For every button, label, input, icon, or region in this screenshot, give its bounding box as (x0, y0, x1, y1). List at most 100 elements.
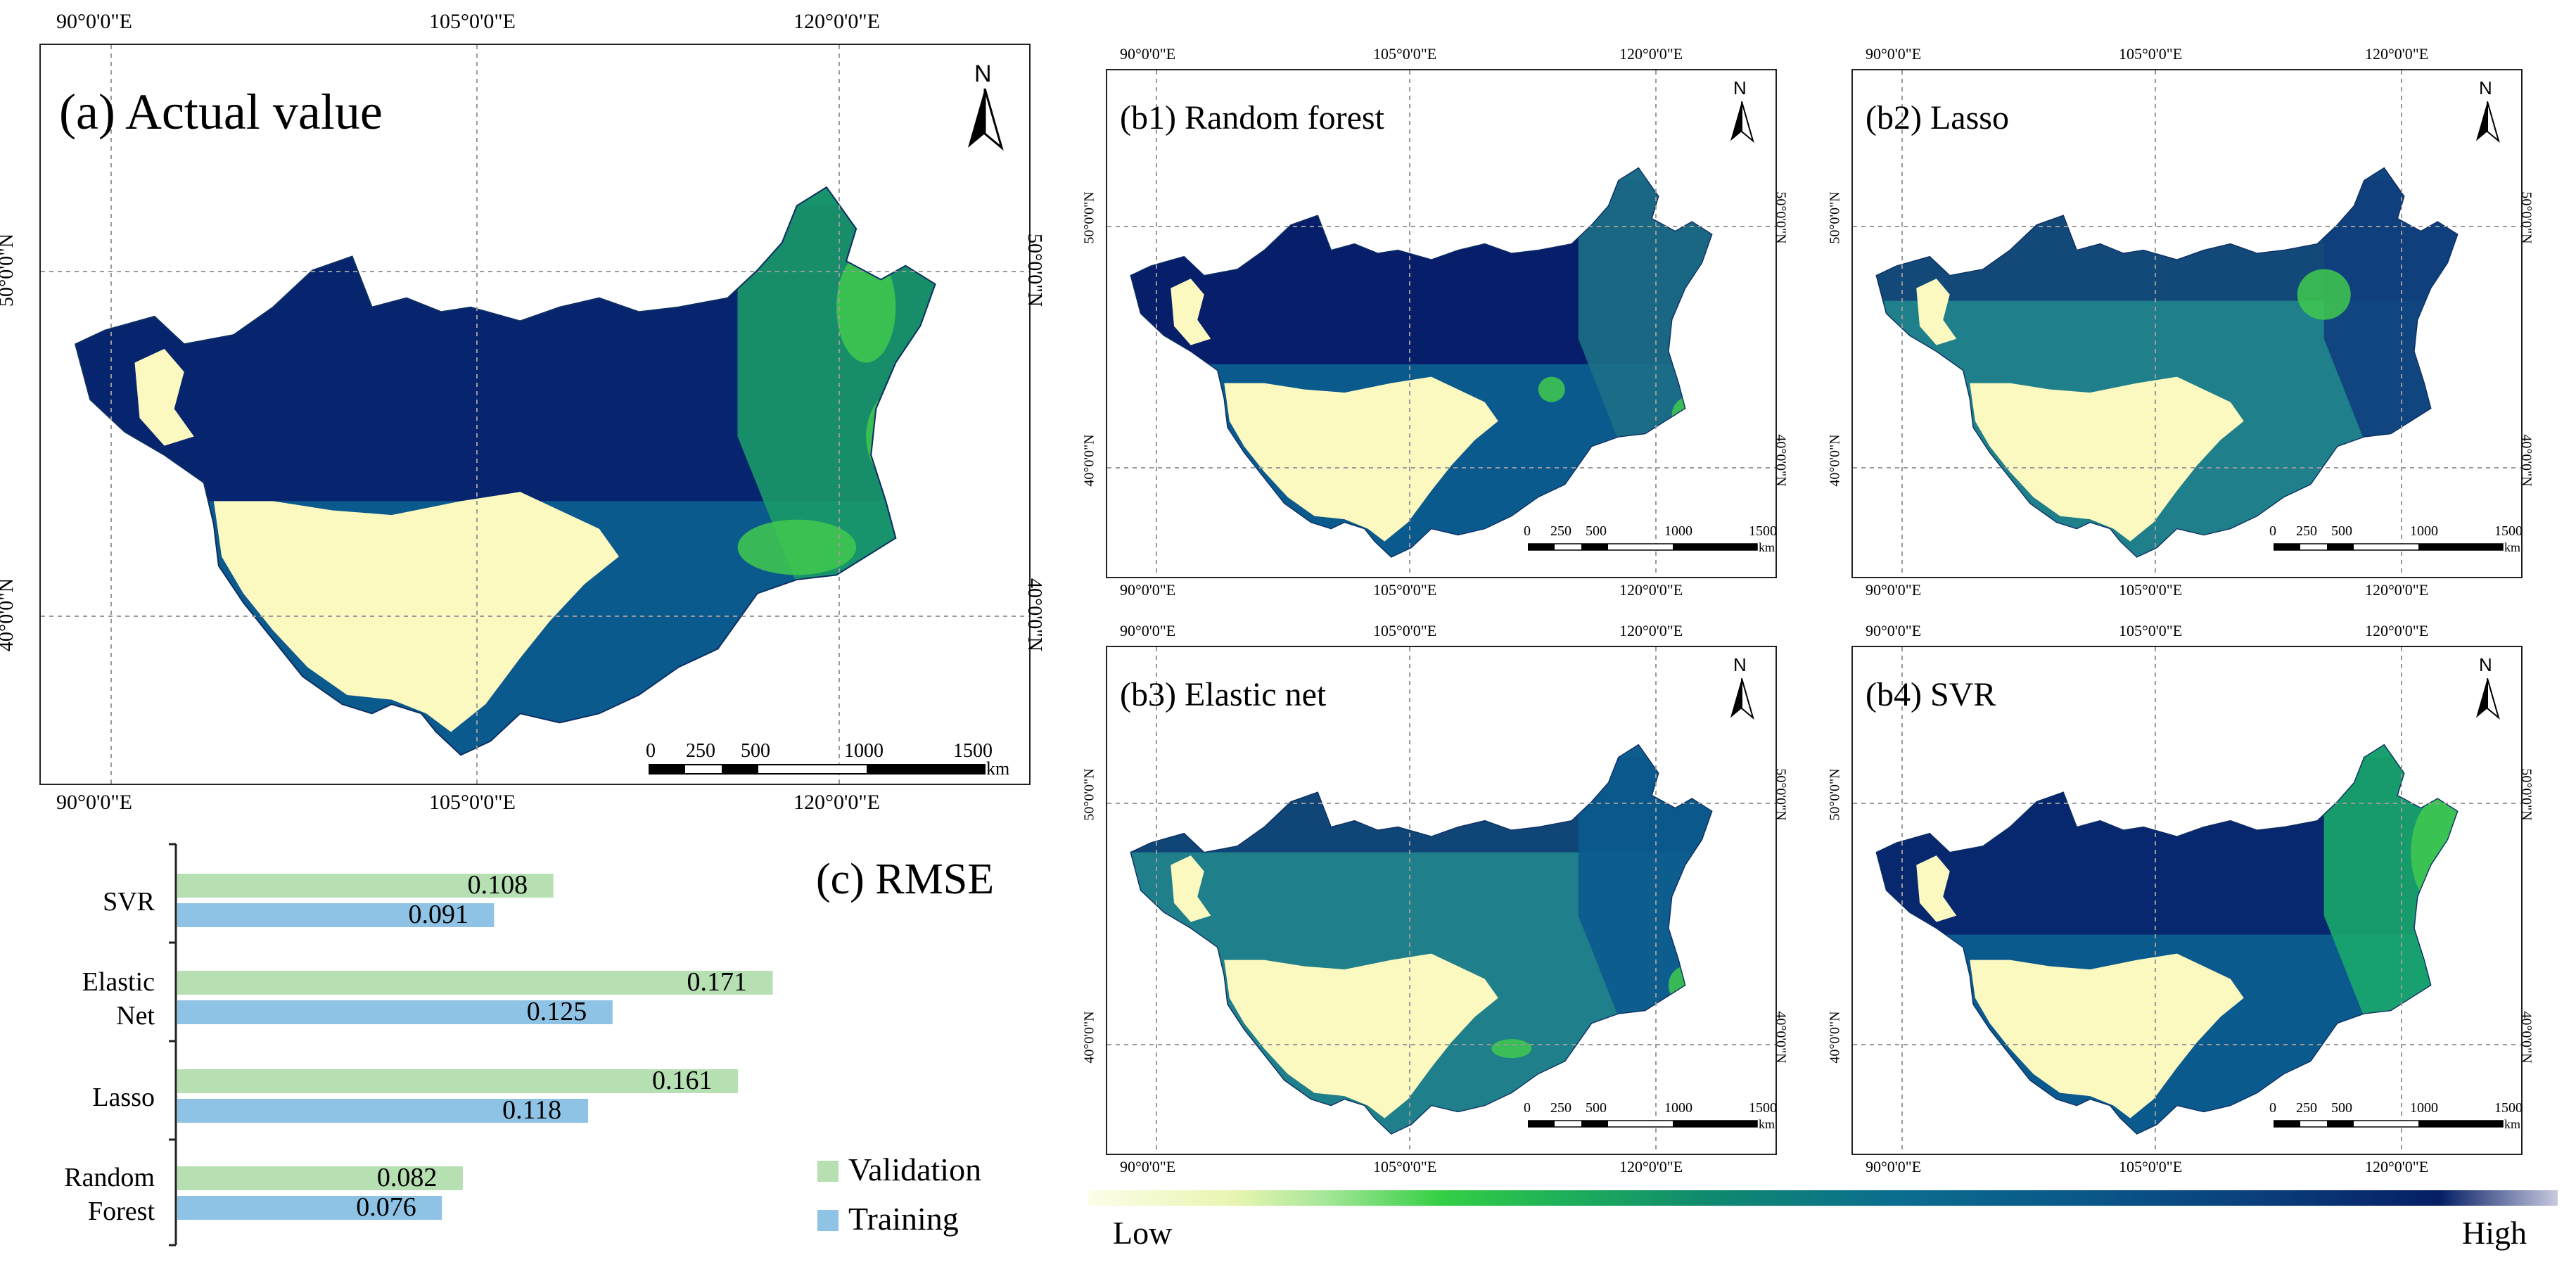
lon-label: 105°0'0"E (429, 791, 516, 814)
lat-label: 50°0'0"N (1773, 191, 1789, 244)
scale-label: 0 (2269, 523, 2276, 539)
data-label: 0.091 (408, 900, 468, 929)
scale-label: 250 (1550, 1100, 1571, 1116)
legend-swatch (817, 1161, 839, 1182)
lon-label: 90°0'0"E (56, 791, 132, 814)
scale-label: 1000 (844, 740, 884, 762)
legend-swatch (817, 1210, 839, 1231)
lon-label: 105°0'0"E (1373, 45, 1437, 63)
scale-label: 1500 (1749, 523, 1777, 539)
scale-label: 500 (1586, 523, 1607, 539)
scale-unit: km (2504, 540, 2521, 554)
lon-label: 120°0'0"E (2365, 622, 2429, 639)
scale-label: 500 (2331, 523, 2352, 539)
map-frame (1851, 646, 2523, 1155)
map-title: (b3) Elastic net (1120, 676, 1327, 713)
north-label: N (2479, 654, 2492, 675)
lon-label: 120°0'0"E (793, 791, 880, 814)
map-frame (1106, 69, 1777, 578)
map-title: (b4) SVR (1866, 676, 1996, 713)
category-label: Elastic (82, 967, 155, 997)
category-label: Net (116, 1001, 155, 1031)
north-arrow-icon (2476, 678, 2500, 720)
lat-label: 50°0'0"N (2518, 191, 2534, 244)
lon-label: 120°0'0"E (1619, 622, 1683, 639)
lon-label: 90°0'0"E (1866, 45, 1922, 63)
scale-label: 0 (2269, 1100, 2276, 1116)
scale-bar (2274, 543, 2504, 551)
lat-label: 40°0'0"N (2518, 434, 2534, 487)
scale-label: 250 (2296, 523, 2317, 539)
lat-label: 40°0'0"N (1827, 1011, 1843, 1064)
lon-label: 105°0'0"E (2119, 622, 2183, 639)
colorbar-high-label: High (2462, 1215, 2527, 1251)
scale-bar (2274, 1120, 2504, 1128)
category-label: Forest (88, 1197, 155, 1226)
lat-label: 40°0'0"N (0, 578, 18, 651)
training-bar (177, 903, 495, 927)
lon-label: 90°0'0"E (1120, 581, 1176, 599)
validation-bar (177, 1166, 463, 1190)
north-label: N (2479, 77, 2492, 98)
scale-unit: km (986, 758, 1010, 779)
scale-label: 500 (2331, 1100, 2352, 1116)
map-image (1853, 647, 2521, 1154)
lon-label: 120°0'0"E (2365, 581, 2429, 599)
scale-label: 1000 (1664, 1100, 1692, 1116)
region-shape (1130, 744, 1713, 1135)
region-shape (1875, 744, 2459, 1135)
lat-label: 40°0'0"N (1023, 578, 1045, 651)
map-panel-a: (a) Actual value 90°0'0"E 105°0'0"E 120°… (0, 0, 1045, 814)
lon-label: 120°0'0"E (1619, 45, 1683, 63)
lat-label: 40°0'0"N (1081, 434, 1097, 487)
legend-label: Training (848, 1201, 959, 1237)
lon-label: 120°0'0"E (2365, 45, 2429, 63)
north-label: N (974, 60, 992, 87)
lat-label: 40°0'0"N (2518, 1011, 2534, 1064)
lat-label: 40°0'0"N (1827, 434, 1843, 487)
lat-label: 40°0'0"N (1773, 1011, 1789, 1064)
category-label: Random (64, 1163, 155, 1192)
lon-label: 90°0'0"E (1120, 1158, 1176, 1175)
scale-label: 1500 (2494, 1100, 2523, 1116)
lon-label: 105°0'0"E (1373, 581, 1437, 599)
north-label: N (1733, 77, 1747, 98)
map-frame (1851, 69, 2523, 578)
lon-label: 105°0'0"E (2119, 1158, 2183, 1175)
north-arrow-icon (2476, 101, 2500, 144)
scale-label: 250 (686, 740, 715, 762)
lat-label: 40°0'0"N (1081, 1011, 1097, 1064)
scale-label: 1000 (2410, 523, 2438, 539)
lon-label: 120°0'0"E (1619, 1158, 1683, 1175)
scale-bar (1528, 543, 1758, 551)
data-label: 0.171 (687, 967, 746, 997)
scale-label: 1500 (2494, 523, 2523, 539)
region-shape (74, 186, 936, 756)
colorbar-low-label: Low (1113, 1215, 1173, 1251)
map-panel-b4: (b4) SVR 90°0'0"E 90°0'0"E 105°0'0"E 105°0'0… (1823, 612, 2569, 1175)
scale-label: 0 (1524, 1100, 1531, 1116)
region-shape (1875, 167, 2459, 558)
lon-label: 105°0'0"E (1373, 1158, 1437, 1175)
lon-label: 90°0'0"E (56, 10, 132, 33)
lat-label: 50°0'0"N (1081, 191, 1097, 244)
scale-unit: km (1759, 1117, 1775, 1131)
chart-title: (c) RMSE (816, 855, 994, 903)
training-bar (177, 1000, 613, 1024)
data-label: 0.082 (377, 1163, 438, 1192)
data-label: 0.118 (502, 1095, 561, 1125)
scale-label: 1000 (2410, 1100, 2438, 1116)
map-image (1853, 70, 2521, 577)
lat-label: 50°0'0"N (1081, 768, 1097, 821)
colorbar (1088, 1190, 2558, 1206)
lat-label: 50°0'0"N (1023, 234, 1045, 307)
map-image (1107, 647, 1775, 1154)
lon-label: 90°0'0"E (1120, 622, 1176, 639)
validation-bar (177, 1069, 738, 1093)
scale-label: 250 (2296, 1100, 2317, 1116)
north-arrow-icon (1730, 678, 1754, 720)
scale-label: 0 (1524, 523, 1531, 539)
lat-label: 50°0'0"N (1827, 768, 1843, 821)
lon-label: 90°0'0"E (1866, 622, 1922, 639)
lat-label: 50°0'0"N (2518, 768, 2534, 821)
